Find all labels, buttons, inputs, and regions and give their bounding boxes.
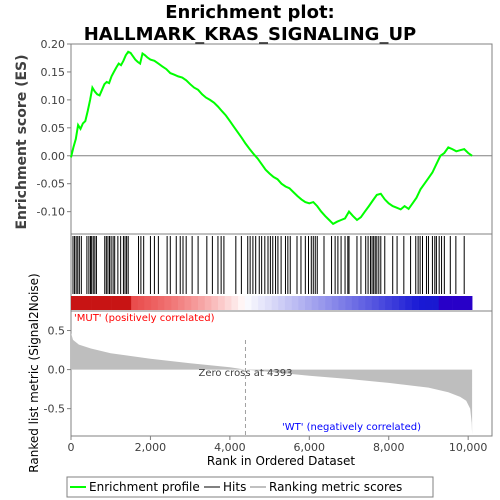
es-y-tick-label: -0.05 [37,178,65,191]
color-bar-segment [251,296,259,310]
color-bar-segment [77,296,85,310]
color-bar-segment [184,296,192,310]
color-bar-segment [458,296,466,310]
legend-metric-label: Ranking metric scores [269,480,402,494]
x-axis-ticks: 0 2,000 4,000 6,000 8,000 10,000 [68,436,488,454]
color-bar-segment [271,296,279,310]
color-bar-segment [218,296,226,310]
color-bar-segment [425,296,433,310]
es-panel-frame [70,43,493,235]
color-bar-segment [204,296,212,310]
chart-title-line1: Enrichment plot: [165,2,335,23]
es-y-tick-label: 0.05 [41,122,66,135]
color-bar-segment [137,296,145,310]
color-bar-segment [211,296,219,310]
metric-y-ticks: 0.5 0.0 -0.5 [44,325,71,416]
color-bar-segment [385,296,393,310]
color-bar-segment [144,296,152,310]
metric-y-axis-title: Ranked list metric (Signal2Noise) [27,273,41,472]
color-bar-segment [298,296,306,310]
color-bar-segment [111,296,119,310]
x-tick-label: 10,000 [449,441,488,454]
positive-correlation-label: 'MUT' (positively correlated) [74,313,215,324]
es-y-tick-label: 0.10 [41,94,66,107]
chart-title-line2: HALLMARK_KRAS_SIGNALING_UP [84,24,417,45]
x-tick-label: 8,000 [373,441,405,454]
color-bar-segment [411,296,419,310]
color-bar-segment [311,296,319,310]
color-bar-segment [398,296,406,310]
color-bar-segment [378,296,386,310]
x-axis-title: Rank in Ordered Dataset [207,454,355,468]
metric-y-tick-label: -0.5 [44,403,65,416]
x-tick-label: 0 [68,441,75,454]
color-bar-segment [351,296,359,310]
color-bar-segment [358,296,366,310]
es-y-ticks: 0.20 0.15 0.10 0.05 0.00 -0.05 -0.10 [37,38,71,219]
color-bar-segment [445,296,453,310]
color-bar-segment [284,296,292,310]
color-bar-segment [131,296,139,310]
x-tick-label: 4,000 [214,441,246,454]
color-bar-segment [465,296,473,310]
color-bar-segment [345,296,353,310]
enrichment-profile-line [70,50,473,226]
color-bar-segment [371,296,379,310]
es-y-tick-label: 0.15 [41,66,66,79]
color-bar-segment [238,296,246,310]
color-bar-segment [264,296,272,310]
color-bar-segment [84,296,92,310]
color-bar-segment [97,296,105,310]
color-bar-segment [104,296,112,310]
color-bar-segment [291,296,299,310]
color-bar-segment [177,296,185,310]
x-tick-label: 6,000 [294,441,326,454]
color-bar-segment [157,296,165,310]
color-bar-segment [304,296,312,310]
color-bar-segment [418,296,426,310]
color-bar-segment [244,296,252,310]
color-bar-segment [151,296,159,310]
hit-lines [72,236,465,294]
es-y-tick-label: 0.00 [41,150,66,163]
color-bar-segment [365,296,373,310]
color-bar-segment [91,296,99,310]
color-bar-segment [117,296,125,310]
es-y-axis-title: Enrichment score (ES) [14,54,30,229]
color-bar-segment [258,296,266,310]
negative-correlation-label: 'WT' (negatively correlated) [282,422,421,433]
zero-cross-label: Zero cross at 4393 [198,368,292,379]
color-bar-segment [331,296,339,310]
color-bar-segment [198,296,206,310]
metric-y-tick-label: 0.5 [48,325,66,338]
color-bar-segment [224,296,232,310]
color-bar-segment [405,296,413,310]
color-bar-segment [391,296,399,310]
es-y-tick-label: -0.10 [37,206,65,219]
metric-y-tick-label: 0.0 [48,364,66,377]
color-bar-segment [438,296,446,310]
es-y-tick-label: 0.20 [41,38,66,51]
color-bar-segment [231,296,239,310]
color-bar-segment [124,296,132,310]
color-bar-segment [278,296,286,310]
legend-hits-label: Hits [223,480,246,494]
color-bar-segment [71,296,78,310]
color-bar-segment [191,296,199,310]
color-bar-segment [164,296,172,310]
color-bar-segment [171,296,179,310]
color-bar-segment [452,296,460,310]
color-bar-segment [338,296,346,310]
x-tick-label: 2,000 [135,441,167,454]
color-bar-segment [325,296,333,310]
color-bar-segment [432,296,440,310]
ranking-color-bar [71,296,473,310]
color-bar-segment [318,296,326,310]
legend-profile-label: Enrichment profile [89,480,200,494]
